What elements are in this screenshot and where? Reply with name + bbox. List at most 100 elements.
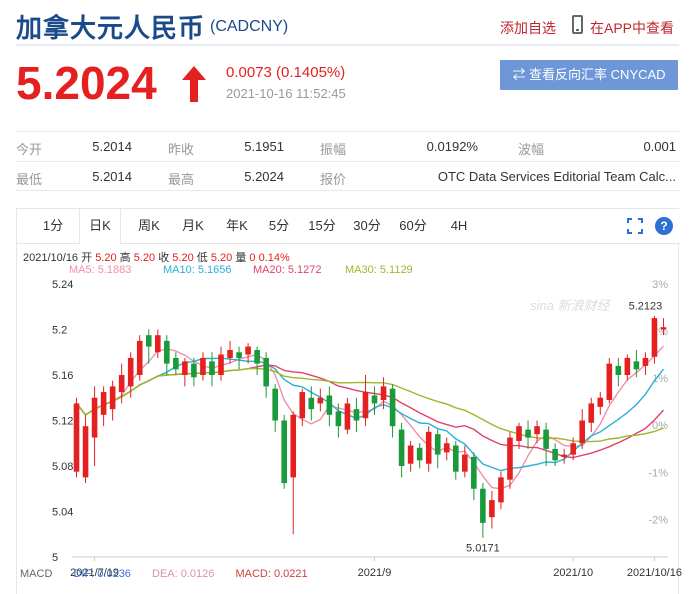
candle-body: [380, 386, 387, 401]
candle-body: [588, 403, 595, 423]
candle-body: [480, 488, 486, 523]
stat-label-low: 最低: [16, 172, 43, 187]
candle-body: [443, 443, 450, 453]
tab-monthly-k[interactable]: 月K: [182, 218, 204, 233]
candle-body: [182, 361, 188, 375]
pct-tick-label: -1%: [648, 467, 668, 479]
fullscreen-icon[interactable]: [627, 218, 643, 234]
add-favorite-link[interactable]: 添加自选: [500, 20, 556, 36]
tab-60min[interactable]: 60分: [399, 218, 427, 233]
candle-body: [317, 397, 324, 404]
y-tick-label: 5: [52, 552, 58, 564]
stats-table: 今开 5.2014 昨收 5.1951 振幅 0.0192% 波幅 0.001 …: [16, 131, 679, 191]
view-in-app-link[interactable]: 在APP中查看: [590, 20, 675, 36]
stat-label-high: 最高: [168, 172, 195, 187]
tab-30min[interactable]: 30分: [353, 218, 381, 233]
phone-icon[interactable]: [572, 15, 583, 34]
ohlc-high-label: 高: [119, 252, 131, 264]
tab-5min[interactable]: 5分: [268, 218, 290, 233]
candle-body: [552, 448, 558, 461]
price-annotation: 5.2123: [629, 301, 663, 313]
candle-body: [543, 429, 549, 449]
candle-body: [136, 340, 143, 375]
candle-body: [245, 346, 251, 355]
candle-body: [326, 395, 333, 415]
tab-4h[interactable]: 4H: [450, 218, 468, 233]
candle-body: [109, 386, 116, 410]
pct-tick-label: 1%: [652, 373, 668, 385]
candle-body: [498, 477, 504, 503]
candle-body: [344, 403, 351, 430]
ma20-label: MA20: 5.1272: [253, 264, 322, 276]
tab-1min[interactable]: 1分: [42, 218, 64, 233]
candle-body: [164, 340, 170, 364]
candle-body: [100, 392, 107, 415]
stat-value-amplitude: 0.0192%: [426, 139, 478, 154]
reverse-rate-button[interactable]: ⇄ 查看反向汇率 CNYCAD: [500, 60, 678, 90]
help-icon[interactable]: ?: [655, 217, 673, 235]
tab-weekly-k[interactable]: 周K: [138, 218, 160, 233]
ohlc-close-label: 收: [158, 252, 170, 264]
stat-label-volatility: 波幅: [518, 142, 545, 157]
ohlc-low: 5.20: [210, 252, 233, 264]
x-tick-label: 2021/10/16: [627, 567, 682, 579]
stat-value-volatility: 0.001: [643, 139, 676, 154]
stats-row: 今开 5.2014 昨收 5.1951 振幅 0.0192% 波幅 0.001: [16, 131, 679, 161]
stat-label-open: 今开: [16, 142, 43, 157]
candle-body: [570, 443, 576, 455]
candle-body: [353, 409, 360, 421]
stat-value-quote-source: OTC Data Services Editorial Team Calc...: [437, 169, 676, 184]
tab-15min[interactable]: 15分: [308, 218, 336, 233]
arrow-up-icon: [182, 66, 206, 102]
candle-body: [534, 426, 540, 435]
ohlc-vol-label: 量: [235, 252, 247, 264]
price-change: 0.0073 (0.1405%): [226, 64, 346, 81]
candle-body: [407, 445, 414, 464]
candle-body: [489, 500, 495, 518]
stat-label-quote-source: 报价: [320, 172, 347, 187]
candle-body: [452, 445, 459, 472]
stat-value-low: 5.2014: [92, 169, 132, 184]
ohlc-open: 5.20: [95, 252, 117, 264]
candle-body: [507, 437, 513, 480]
candle-body: [651, 318, 658, 357]
y-tick-label: 5.08: [52, 461, 73, 473]
ohlc-low-label: 低: [196, 252, 208, 264]
ohlc-close: 5.20: [172, 252, 194, 264]
candle-body: [118, 375, 125, 393]
candle-body: [82, 426, 89, 478]
candle-body: [191, 363, 197, 378]
candle-body: [624, 357, 631, 375]
macd-dif: DIF: 0.0236: [73, 568, 131, 580]
stats-row: 最低 5.2014 最高 5.2024 报价 OTC Data Services…: [16, 161, 679, 191]
candle-body: [290, 414, 297, 478]
tab-daily-k[interactable]: 日K: [79, 209, 121, 244]
macd-legend: MACD DIF: 0.0236 DEA: 0.0126 MACD: 0.022…: [20, 568, 326, 580]
candle-body: [254, 349, 260, 364]
candle-body: [416, 447, 423, 461]
x-tick-label: 2021/10: [553, 567, 593, 579]
candle-body: [362, 392, 369, 419]
candle-body: [73, 403, 80, 472]
candle-body: [389, 388, 396, 427]
tab-yearly-k[interactable]: 年K: [226, 218, 248, 233]
ma-line-0: [75, 345, 665, 490]
candle-body: [615, 365, 622, 375]
macd-name: MACD: [20, 568, 53, 580]
candle-body: [173, 357, 179, 370]
x-tick-label: 2021/9: [358, 567, 392, 579]
candle-body: [597, 397, 604, 407]
candle-body: [579, 420, 586, 444]
candle-body: [525, 429, 531, 438]
stat-value-prev-close: 5.1951: [244, 139, 284, 154]
stat-value-open: 5.2014: [92, 139, 132, 154]
pct-tick-label: 3%: [652, 279, 668, 291]
candle-body: [236, 352, 242, 358]
candle-body: [606, 363, 613, 401]
candle-body: [633, 361, 640, 370]
y-tick-label: 5.24: [52, 279, 73, 291]
ma-line-3: [75, 367, 664, 443]
candle-body: [227, 349, 233, 358]
